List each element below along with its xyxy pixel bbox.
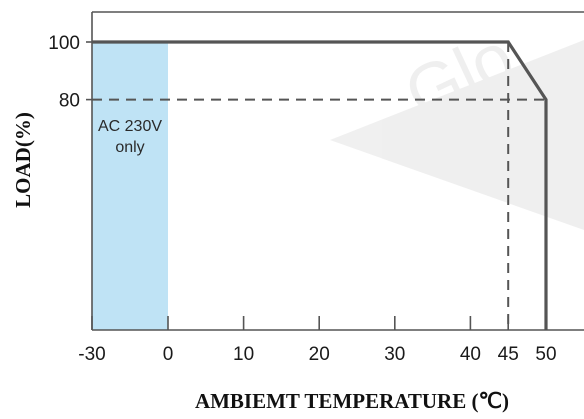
y-tick-label: 80 bbox=[59, 91, 80, 112]
x-tick-label: 50 bbox=[535, 344, 556, 365]
x-tick-label: 40 bbox=[460, 344, 481, 365]
x-tick-label: 45 bbox=[498, 344, 519, 365]
derating-curve bbox=[92, 40, 548, 330]
x-tick-label: 30 bbox=[384, 344, 405, 365]
plot-area: AC 230V only -30 0 10 20 30 40 45 50 80 100 AMBIEMT … bbox=[11, 11, 584, 413]
x-tick-label: 10 bbox=[233, 344, 254, 365]
x-tick-label: 20 bbox=[309, 344, 330, 365]
shaded-region-label: AC 230V bbox=[98, 118, 162, 135]
shaded-region bbox=[92, 42, 168, 330]
x-axis-title: AMBIEMT TEMPERATURE (℃) bbox=[195, 389, 509, 413]
y-axis-title: LOAD(%) bbox=[11, 112, 35, 208]
x-tick-label: -30 bbox=[78, 344, 105, 365]
y-tick-label: 100 bbox=[48, 33, 80, 54]
shaded-region-label: only bbox=[115, 139, 144, 156]
x-tick-label: 0 bbox=[163, 344, 174, 365]
